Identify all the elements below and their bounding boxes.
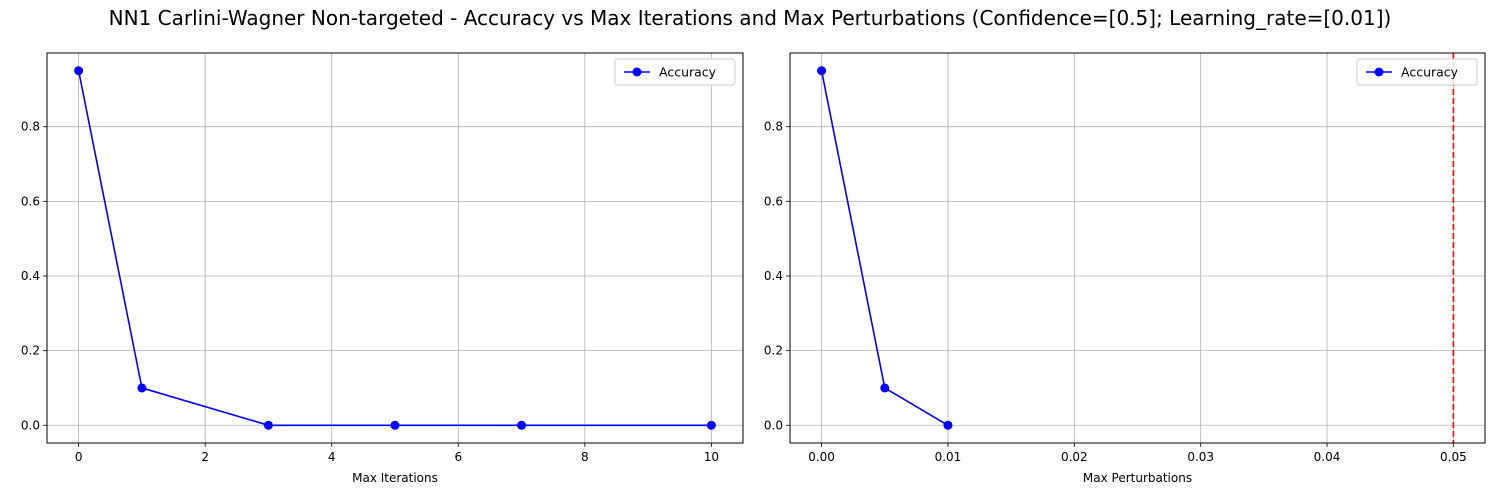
data-point-3 — [943, 420, 953, 430]
series-line-accuracy — [77, 70, 712, 427]
data-point-1 — [74, 66, 84, 76]
legend: Accuracy — [614, 58, 736, 86]
axes-frame — [46, 52, 744, 444]
data-point-2 — [880, 383, 890, 393]
data-point-6 — [706, 420, 716, 430]
x-tick-label: 6 — [454, 450, 462, 464]
x-tick-label: 4 — [328, 450, 336, 464]
y-tick-label: 0.4 — [764, 269, 783, 283]
x-tick-label: 0.01 — [935, 450, 962, 464]
data-point-5 — [517, 420, 527, 430]
legend-box — [614, 58, 736, 86]
x-tick-label: 0.03 — [1187, 450, 1214, 464]
y-tick-label: 0.4 — [21, 269, 40, 283]
x-tick-label: 0 — [75, 450, 83, 464]
data-point-3 — [263, 420, 273, 430]
legend: Accuracy — [1356, 58, 1478, 86]
x-tick-label: 8 — [581, 450, 589, 464]
x-axis-label: Max Perturbations — [1083, 471, 1192, 485]
data-point-1 — [817, 66, 827, 76]
legend-label: Accuracy — [1401, 65, 1459, 80]
x-tick-label: 0.05 — [1440, 450, 1467, 464]
x-axis-label: Max Iterations — [352, 471, 438, 485]
legend-label: Accuracy — [659, 65, 717, 80]
data-point-4 — [390, 420, 400, 430]
axes-panel-1: 0 2 4 6 8 10 0.0 0.2 0.4 0.6 0.8 Max Iterations Accu… — [21, 52, 744, 485]
y-tick-label: 0.8 — [21, 120, 40, 134]
y-tick-label: 0.6 — [21, 194, 40, 208]
x-tick-label: 10 — [704, 450, 719, 464]
figure-title: NN1 Carlini-Wagner Non-targeted - Accura… — [108, 6, 1392, 30]
y-tick-label: 0.2 — [21, 344, 40, 358]
y-tick-label: 0.2 — [764, 344, 783, 358]
x-tick-label: 0.04 — [1314, 450, 1341, 464]
y-tick-label: 0.0 — [21, 418, 40, 432]
x-tick-label: 0.00 — [808, 450, 835, 464]
y-tick-label: 0.6 — [764, 194, 783, 208]
y-tick-label: 0.0 — [764, 418, 783, 432]
legend-marker — [632, 67, 642, 77]
y-tick-label: 0.8 — [764, 120, 783, 134]
data-point-2 — [137, 383, 147, 393]
legend-marker — [1374, 67, 1384, 77]
series-line-accuracy — [820, 70, 949, 426]
x-tick-label: 2 — [201, 450, 209, 464]
axes-frame — [789, 52, 1486, 444]
axes-panel-2: 0.00 0.01 0.02 0.03 0.04 0.05 0.0 0.2 0.4 0.6 0.8 M… — [764, 52, 1486, 485]
x-tick-label: 0.02 — [1061, 450, 1088, 464]
legend-box — [1356, 58, 1478, 86]
